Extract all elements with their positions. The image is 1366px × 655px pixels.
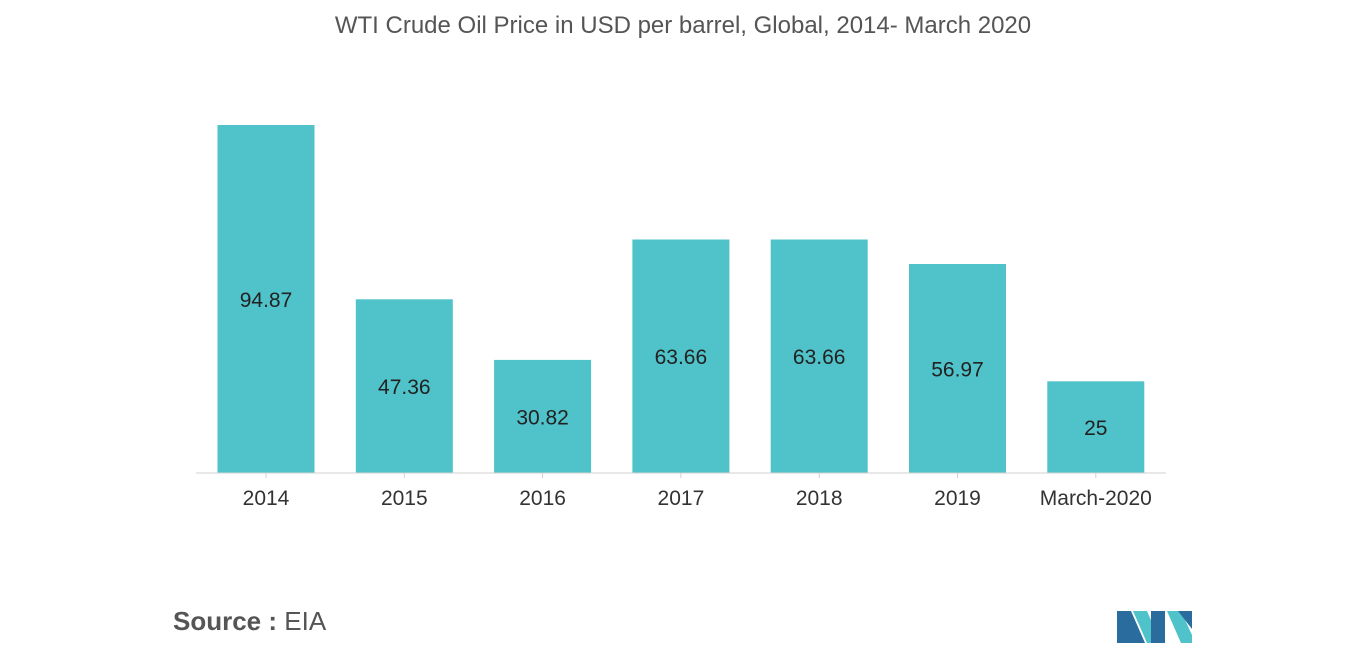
x-tick-label: 2017 bbox=[658, 487, 705, 510]
bar-2015 bbox=[355, 299, 453, 473]
data-label: 30.82 bbox=[516, 407, 569, 430]
data-label: 56.97 bbox=[931, 359, 984, 382]
x-tick-label: 2014 bbox=[243, 487, 290, 510]
data-label: 25 bbox=[1084, 417, 1107, 440]
bar-2016 bbox=[494, 359, 592, 473]
data-labels: 94.87 47.36 30.82 63.66 63.66 56.97 25 bbox=[240, 289, 1108, 440]
tick-marks bbox=[265, 473, 1097, 478]
x-tick-labels: 2014 2015 2016 2017 2018 2019 March-2020 bbox=[243, 487, 1152, 510]
x-tick-label: March-2020 bbox=[1040, 487, 1152, 510]
bar-2014 bbox=[217, 125, 315, 473]
source-note: Source : EIA bbox=[173, 606, 326, 637]
x-tick-label: 2018 bbox=[796, 487, 843, 510]
bar-march-2020 bbox=[1047, 381, 1145, 473]
source-key: Source : bbox=[173, 606, 278, 636]
x-tick-label: 2015 bbox=[381, 487, 428, 510]
x-tick-label: 2016 bbox=[519, 487, 566, 510]
data-label: 94.87 bbox=[240, 289, 293, 312]
mordor-intelligence-logo-icon bbox=[1117, 611, 1192, 643]
x-tick-label: 2019 bbox=[934, 487, 981, 510]
bar-2018 bbox=[770, 239, 868, 473]
bar-2017 bbox=[632, 239, 730, 473]
bars-layer bbox=[217, 125, 1145, 473]
data-label: 47.36 bbox=[378, 376, 431, 399]
chart-title: WTI Crude Oil Price in USD per barrel, G… bbox=[334, 12, 1032, 39]
data-label: 63.66 bbox=[655, 346, 708, 369]
bar-2019 bbox=[909, 264, 1006, 473]
source-value: EIA bbox=[284, 606, 327, 636]
data-label: 63.66 bbox=[793, 346, 846, 369]
